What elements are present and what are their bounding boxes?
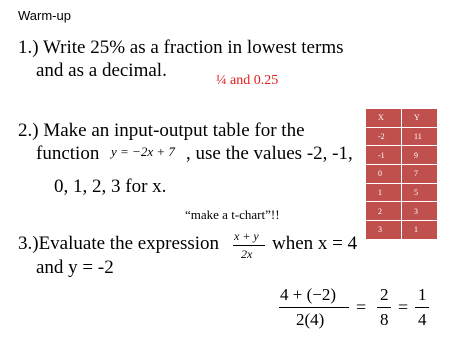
title: Warm-up [18,8,71,23]
table-cell: 11 [401,126,438,147]
numerator: 4 + (−2) [280,285,336,304]
answer: ¼ and 0.25 [216,73,279,88]
equals: = [398,297,409,317]
denominator: 2(4) [296,310,325,329]
table-row: -1 9 [365,145,438,166]
text-line: and as a decimal. [36,60,167,81]
table-cell: 1 [365,182,402,203]
text-line: and y = -2 [36,257,114,278]
table-cell: 2 [365,201,402,222]
fraction-bar [279,307,349,308]
numerator: x + y [234,229,259,243]
fraction-bar [233,245,265,246]
table-cell: X [365,108,402,128]
table-cell: 5 [401,182,438,203]
table-cell: 3 [401,201,438,222]
denominator: 2x [241,247,253,261]
t-chart: X Y -2 11 -1 9 0 7 1 5 2 3 3 1 [365,108,438,240]
text-line: function [36,143,100,164]
denominator: 4 [418,310,427,329]
text-line: 2.) Make an input-output table for the [18,120,305,141]
equals: = [356,297,367,317]
text-line: 0, 1, 2, 3 for x. [54,176,167,197]
numerator: 2 [380,285,389,304]
table-cell: 3 [365,220,402,240]
numerator: 1 [418,285,427,304]
equation: y = −2x + 7 [111,144,175,159]
fraction-bar [377,307,391,308]
table-row: -2 11 [365,126,438,147]
text-line: when x = 4 [272,233,358,254]
table-cell: 7 [401,164,438,184]
note: “make a t-chart”!! [185,207,280,222]
text-line: 1.) Write 25% as a fraction in lowest te… [18,37,344,58]
table-cell: -2 [365,126,402,147]
denominator: 8 [380,310,389,329]
text-line: 3.)Evaluate the expression [18,233,220,254]
table-cell: 9 [401,145,438,166]
table-cell: 1 [401,220,438,240]
table-cell: -1 [365,145,402,166]
table-cell: 0 [365,164,402,184]
fraction-bar [415,307,429,308]
table-cell: Y [401,108,438,128]
text-line: , use the values -2, -1, [186,143,353,164]
